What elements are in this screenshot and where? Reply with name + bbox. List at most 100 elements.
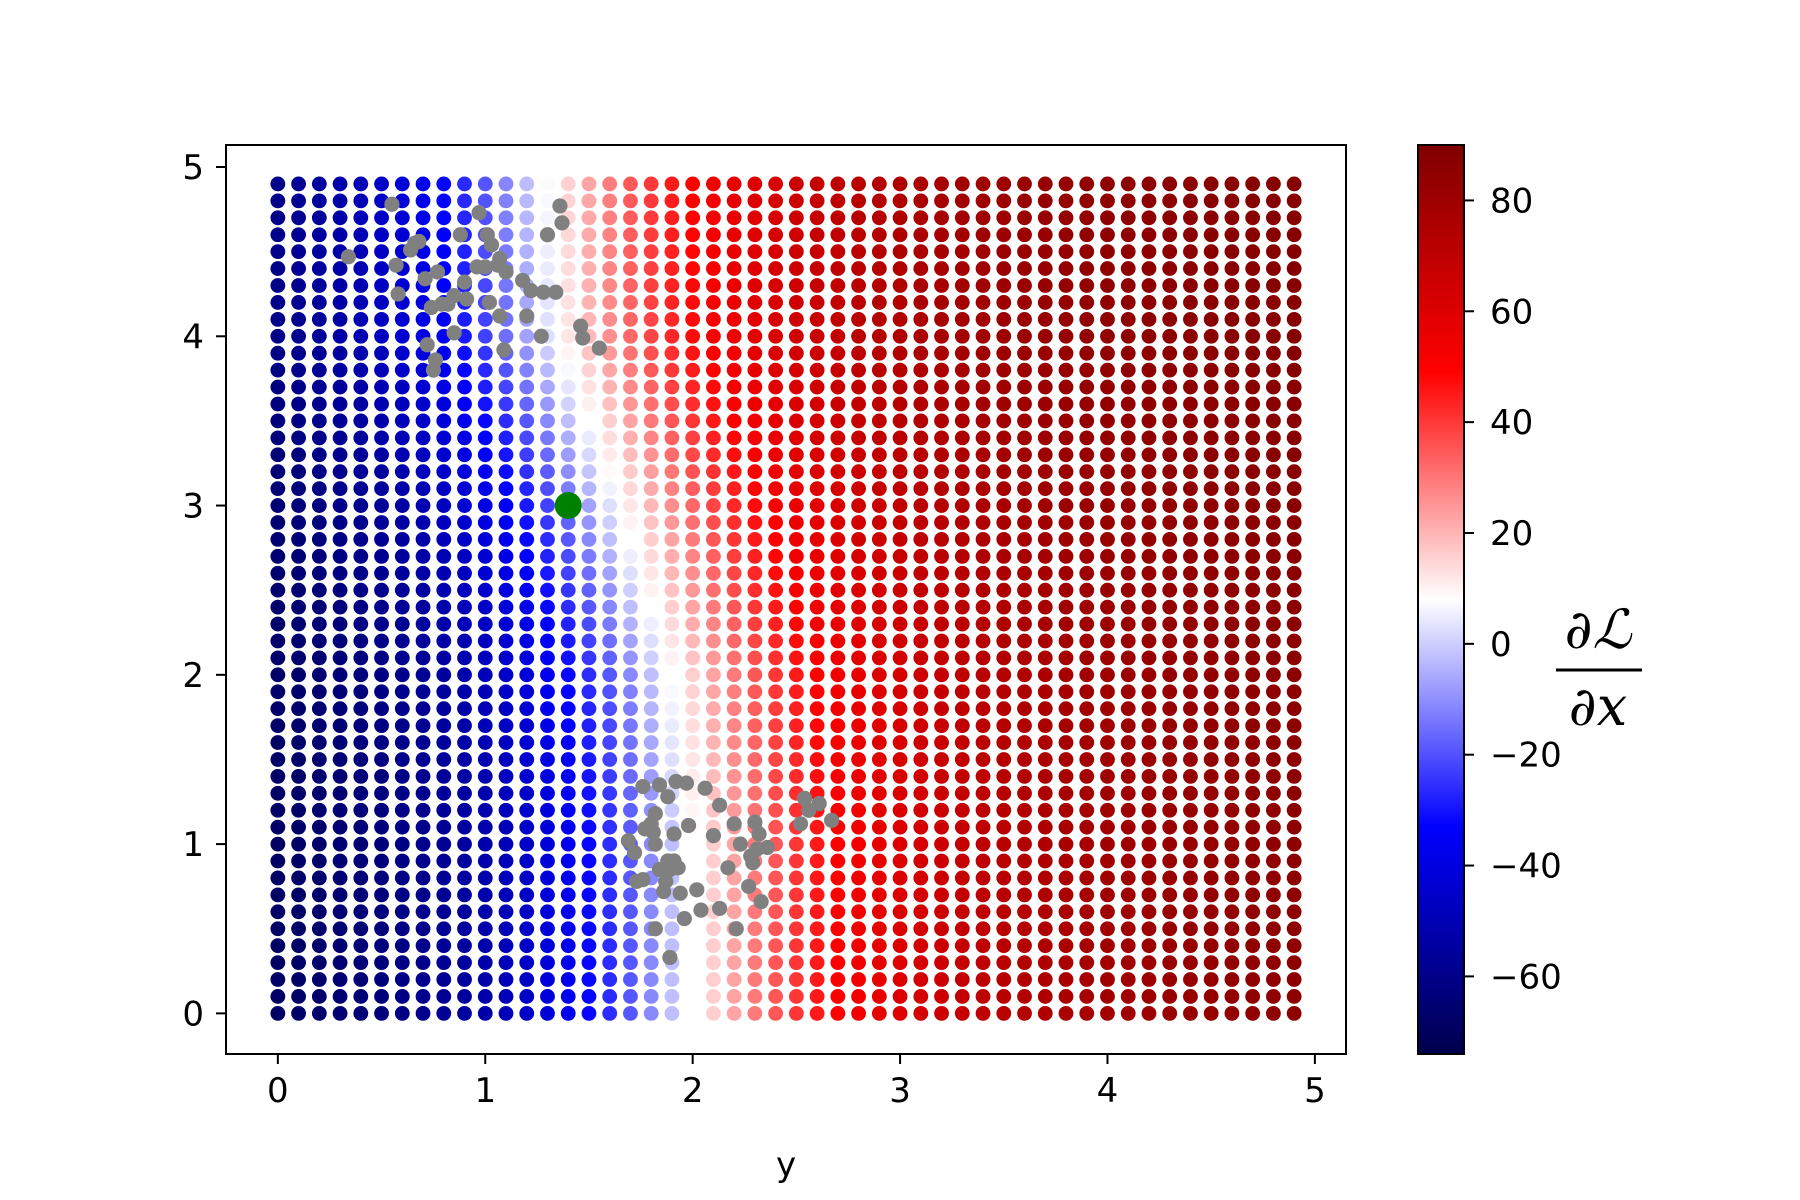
field-point	[975, 193, 991, 209]
field-point	[685, 650, 701, 666]
field-point	[270, 481, 286, 497]
field-point	[1037, 701, 1053, 717]
field-point	[809, 328, 825, 344]
field-point	[975, 464, 991, 480]
field-point	[685, 735, 701, 750]
field-point	[415, 498, 431, 513]
field-point	[913, 785, 929, 801]
field-point	[560, 752, 576, 767]
field-point	[706, 328, 721, 344]
field-point	[1183, 972, 1198, 987]
sample-point	[712, 797, 728, 813]
field-point	[394, 328, 410, 344]
field-point	[1266, 227, 1281, 243]
field-point	[1162, 802, 1178, 818]
field-point	[726, 345, 742, 361]
field-point	[623, 548, 638, 564]
field-point	[788, 735, 804, 750]
field-point	[519, 735, 535, 750]
field-point	[954, 582, 970, 598]
field-point	[415, 989, 431, 1004]
field-point	[602, 752, 618, 767]
field-point	[623, 650, 638, 666]
field-point	[788, 396, 804, 412]
field-point	[1286, 836, 1302, 852]
field-point	[1120, 819, 1136, 835]
field-point	[664, 989, 680, 1004]
field-point	[1224, 582, 1240, 598]
field-point	[291, 345, 306, 361]
field-point	[1183, 345, 1198, 361]
field-point	[1245, 379, 1261, 395]
field-point	[788, 752, 804, 767]
field-point	[706, 430, 721, 446]
field-point	[1224, 210, 1240, 226]
field-point	[892, 396, 908, 412]
field-point	[996, 768, 1012, 784]
field-point	[1100, 836, 1115, 852]
field-point	[788, 345, 804, 361]
field-point	[540, 836, 555, 852]
field-point	[291, 989, 306, 1004]
field-point	[788, 802, 804, 818]
field-point	[643, 955, 659, 970]
field-point	[830, 684, 846, 700]
field-point	[353, 938, 369, 954]
field-point	[581, 887, 597, 903]
field-point	[1245, 701, 1261, 717]
field-point	[602, 481, 618, 497]
field-point	[954, 227, 970, 243]
field-point	[934, 379, 949, 395]
field-point	[726, 295, 742, 310]
sample-point	[660, 789, 676, 805]
field-point	[809, 210, 825, 226]
field-point	[1058, 430, 1074, 446]
field-point	[664, 278, 680, 293]
field-point	[934, 752, 949, 767]
field-point	[1017, 515, 1032, 530]
field-point	[436, 532, 452, 547]
field-point	[353, 650, 369, 666]
field-point	[830, 701, 846, 717]
field-point	[560, 447, 576, 463]
field-point	[664, 684, 680, 700]
field-point	[975, 362, 991, 378]
field-point	[1120, 261, 1136, 276]
field-point	[1079, 667, 1095, 683]
field-point	[1224, 633, 1240, 649]
field-point	[1037, 752, 1053, 767]
field-point	[1079, 311, 1095, 327]
field-point	[1266, 278, 1281, 293]
field-point	[851, 532, 866, 547]
field-point	[1183, 362, 1198, 378]
field-point	[1245, 955, 1261, 970]
field-point	[394, 938, 410, 954]
field-point	[311, 244, 327, 260]
field-point	[1037, 819, 1053, 835]
field-point	[1162, 328, 1178, 344]
sample-point	[384, 196, 400, 212]
field-point	[788, 295, 804, 310]
field-point	[602, 430, 618, 446]
field-point	[934, 193, 949, 209]
field-point	[602, 718, 618, 734]
field-point	[685, 311, 701, 327]
field-point	[1245, 464, 1261, 480]
field-point	[498, 396, 514, 412]
field-point	[643, 701, 659, 717]
field-point	[809, 650, 825, 666]
field-point	[851, 430, 866, 446]
field-point	[436, 379, 452, 395]
field-point	[353, 176, 369, 192]
field-point	[830, 532, 846, 547]
field-point	[270, 311, 286, 327]
sample-point	[678, 775, 695, 791]
field-point	[270, 718, 286, 734]
field-point	[1286, 785, 1302, 801]
field-point	[851, 667, 866, 683]
field-point	[788, 921, 804, 937]
field-point	[394, 667, 410, 683]
sample-point	[647, 806, 663, 822]
field-point	[457, 887, 472, 903]
